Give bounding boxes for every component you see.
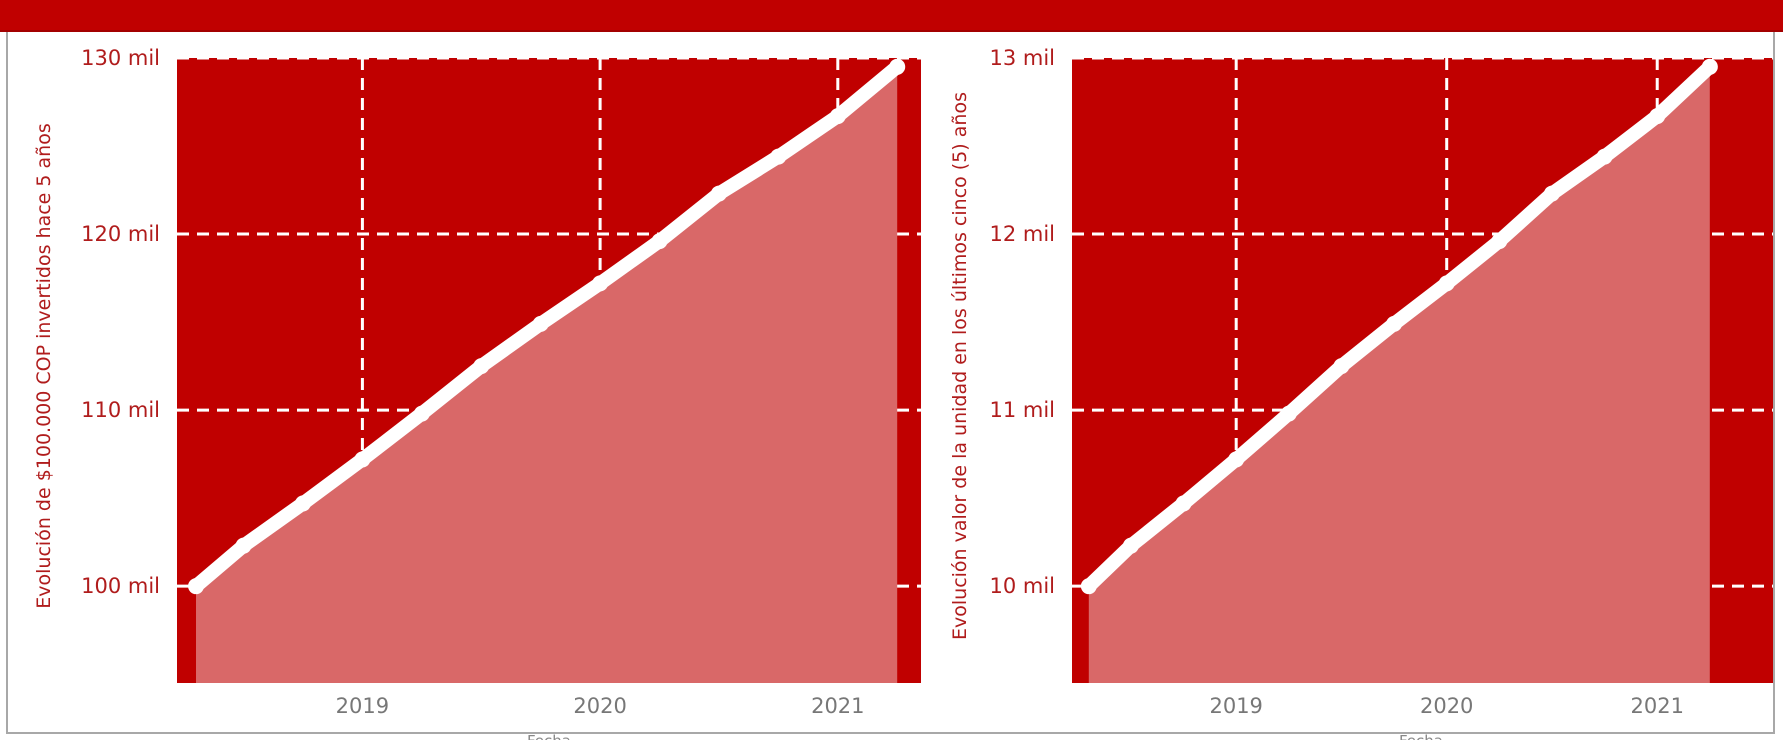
data-markers — [1080, 58, 1718, 595]
data-point — [1333, 358, 1350, 375]
y-axis-ticks: 100 mil 110 mil 120 mil 130 mil — [81, 46, 160, 598]
x-tick-label: 2021 — [811, 694, 864, 718]
data-point — [235, 537, 252, 554]
data-point — [1080, 578, 1097, 595]
chart-investment-growth: 100 mil 110 mil 120 mil 130 mil 2019 202… — [33, 46, 921, 740]
data-markers — [188, 58, 906, 595]
data-point — [1649, 108, 1666, 125]
data-point — [1175, 495, 1192, 512]
x-axis-ticks: 2019 2020 2021 — [336, 694, 865, 718]
x-tick-label: 2019 — [336, 694, 389, 718]
data-point — [1122, 537, 1139, 554]
data-point — [1491, 233, 1508, 250]
y-axis-label: Evolución valor de la unidad en los últi… — [949, 92, 971, 640]
y-tick-label: 120 mil — [81, 222, 160, 246]
data-point — [294, 495, 311, 512]
data-point — [770, 148, 787, 165]
data-point — [1701, 58, 1718, 75]
data-point — [413, 405, 430, 422]
y-tick-label: 130 mil — [81, 46, 160, 70]
data-point — [1596, 148, 1613, 165]
x-tick-label: 2021 — [1630, 694, 1683, 718]
y-tick-label: 100 mil — [81, 574, 160, 598]
area-fill — [1088, 66, 1710, 684]
x-axis-label: Fecha — [1399, 732, 1443, 740]
chart-unit-value: 10 mil 11 mil 12 mil 13 mil 2019 2020 20… — [949, 46, 1773, 740]
header-bar — [0, 0, 1783, 32]
y-tick-label: 12 mil — [989, 222, 1055, 246]
y-axis-label: Evolución de $100.000 COP invertidos hac… — [33, 123, 55, 608]
y-axis-ticks: 10 mil 11 mil 12 mil 13 mil — [989, 46, 1055, 598]
data-point — [354, 451, 371, 468]
x-tick-label: 2019 — [1209, 694, 1262, 718]
data-point — [1438, 275, 1455, 292]
x-axis-ticks: 2019 2020 2021 — [1209, 694, 1683, 718]
data-point — [592, 275, 609, 292]
data-point — [1386, 315, 1403, 332]
y-tick-label: 10 mil — [989, 574, 1055, 598]
data-point — [188, 578, 205, 595]
area-fill — [196, 66, 898, 684]
y-tick-label: 110 mil — [81, 398, 160, 422]
data-point — [1228, 451, 1245, 468]
y-tick-label: 13 mil — [989, 46, 1055, 70]
data-point — [710, 185, 727, 202]
x-tick-label: 2020 — [573, 694, 626, 718]
x-tick-label: 2020 — [1420, 694, 1473, 718]
data-point — [651, 233, 668, 250]
data-point — [532, 315, 549, 332]
data-point — [1543, 185, 1560, 202]
y-tick-label: 11 mil — [989, 398, 1055, 422]
data-point — [889, 58, 906, 75]
report-frame — [6, 32, 1775, 734]
data-point — [473, 358, 490, 375]
data-point — [829, 108, 846, 125]
x-axis-label: Fecha — [527, 732, 571, 740]
data-point — [1280, 405, 1297, 422]
